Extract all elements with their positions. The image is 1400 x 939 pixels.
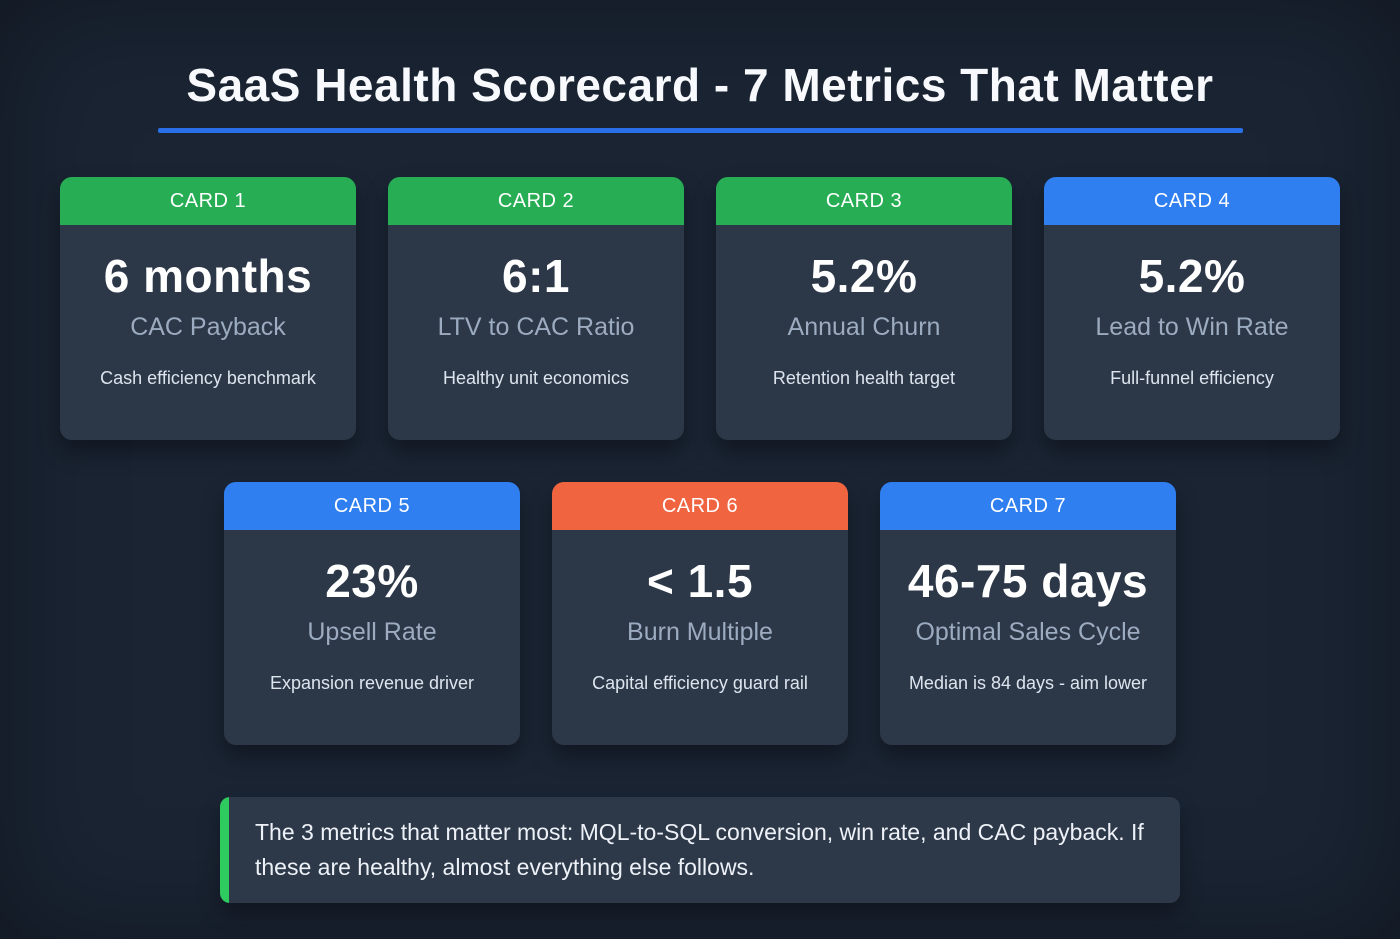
card-metric-name: Lead to Win Rate [1095, 313, 1289, 341]
card-description: Healthy unit economics [442, 368, 630, 388]
card-metric-name: Optimal Sales Cycle [915, 618, 1141, 646]
metric-card: CARD 7 46-75 days Optimal Sales Cycle Me… [880, 482, 1176, 745]
title-underline [157, 128, 1243, 133]
card-metric-value: 6:1 [502, 250, 570, 302]
card-metric-value: 5.2% [1138, 250, 1246, 302]
metric-card: CARD 6 < 1.5 Burn Multiple Capital effic… [552, 482, 848, 745]
card-metric-value: < 1.5 [646, 555, 754, 607]
cards-row-top: CARD 1 6 months CAC Payback Cash efficie… [0, 177, 1400, 440]
card-metric-value: 5.2% [810, 250, 918, 302]
card-header-label: CARD 1 [60, 177, 356, 225]
card-description: Cash efficiency benchmark [100, 368, 316, 388]
metric-card: CARD 1 6 months CAC Payback Cash efficie… [60, 177, 356, 440]
page-title: SaaS Health Scorecard - 7 Metrics That M… [186, 59, 1214, 111]
card-header-label: CARD 3 [716, 177, 1012, 225]
card-metric-name: Burn Multiple [627, 618, 773, 646]
metric-card: CARD 4 5.2% Lead to Win Rate Full-funnel… [1044, 177, 1340, 440]
card-description: Full-funnel efficiency [1110, 368, 1274, 388]
metric-card: CARD 3 5.2% Annual Churn Retention healt… [716, 177, 1012, 440]
card-metric-value: 6 months [103, 250, 313, 302]
card-metric-name: LTV to CAC Ratio [437, 313, 635, 341]
callout: The 3 metrics that matter most: MQL-to-S… [220, 797, 1180, 903]
card-description: Median is 84 days - aim lower [908, 673, 1148, 693]
card-metric-value: 46-75 days [907, 555, 1149, 607]
card-metric-value: 23% [325, 555, 419, 607]
card-description: Retention health target [772, 368, 956, 388]
card-header-label: CARD 5 [224, 482, 520, 530]
metric-card: CARD 2 6:1 LTV to CAC Ratio Healthy unit… [388, 177, 684, 440]
card-metric-name: CAC Payback [130, 313, 286, 341]
metric-card: CARD 5 23% Upsell Rate Expansion revenue… [224, 482, 520, 745]
card-header-label: CARD 7 [880, 482, 1176, 530]
card-metric-name: Annual Churn [787, 313, 941, 341]
callout-accent-bar [220, 797, 229, 903]
card-description: Capital efficiency guard rail [592, 673, 808, 693]
card-header-label: CARD 4 [1044, 177, 1340, 225]
callout-text: The 3 metrics that matter most: MQL-to-S… [255, 819, 1144, 880]
card-metric-name: Upsell Rate [307, 618, 437, 646]
card-description: Expansion revenue driver [269, 673, 475, 693]
cards-row-bottom: CARD 5 23% Upsell Rate Expansion revenue… [0, 482, 1400, 745]
card-header-label: CARD 6 [552, 482, 848, 530]
card-header-label: CARD 2 [388, 177, 684, 225]
